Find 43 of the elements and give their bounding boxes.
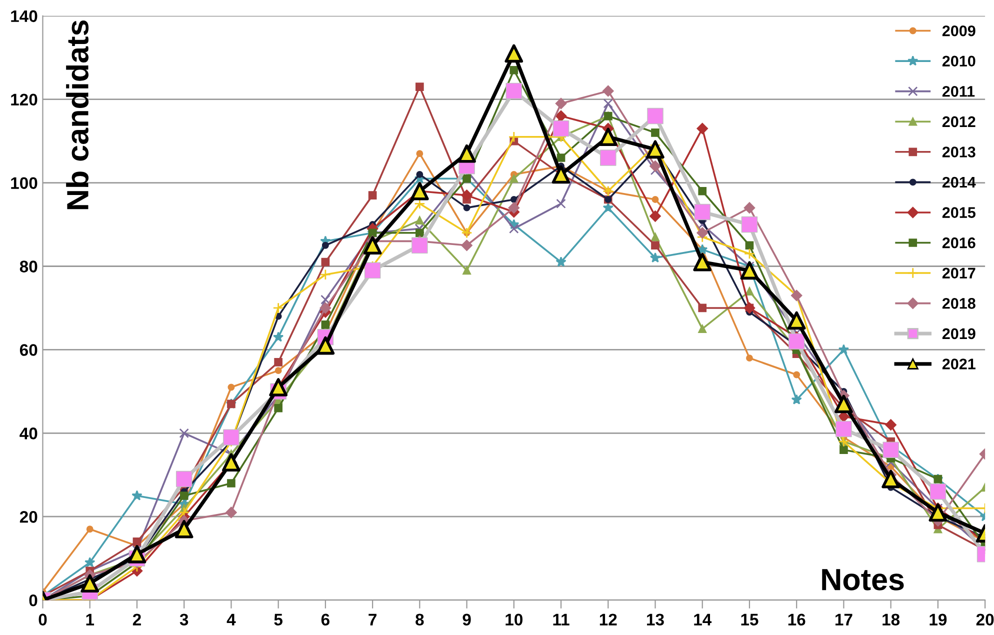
legend-label: 2014 bbox=[942, 176, 976, 188]
legend-label: 2013 bbox=[942, 146, 976, 158]
legend-label: 2018 bbox=[942, 298, 976, 309]
x-tick-label: 13 bbox=[647, 614, 664, 626]
y-tick-label: 140 bbox=[11, 10, 38, 22]
x-tick-label: 20 bbox=[976, 614, 994, 626]
legend-label: 2015 bbox=[942, 207, 976, 218]
legend-label: 2009 bbox=[942, 25, 976, 36]
x-tick-label: 14 bbox=[694, 614, 712, 626]
x-tick-label: 0 bbox=[38, 614, 47, 626]
legend-label: 2019 bbox=[942, 328, 976, 340]
x-tick-label: 17 bbox=[835, 614, 852, 626]
y-tick-label: 20 bbox=[20, 511, 38, 523]
legend-label: 2010 bbox=[942, 56, 976, 67]
x-tick-label: 4 bbox=[226, 614, 236, 626]
x-tick-label: 1 bbox=[86, 614, 94, 626]
x-tick-label: 8 bbox=[416, 614, 424, 626]
y-tick-label: 80 bbox=[20, 260, 38, 272]
x-tick-label: 3 bbox=[180, 614, 188, 626]
legend-label: 2012 bbox=[942, 116, 976, 128]
x-tick-label: 15 bbox=[741, 614, 758, 626]
legend-label: 2011 bbox=[942, 86, 975, 97]
x-tick-label: 18 bbox=[882, 614, 900, 626]
x-tick-label: 11 bbox=[553, 614, 570, 626]
x-tick-label: 6 bbox=[321, 614, 330, 626]
legend-label: 2016 bbox=[942, 237, 976, 248]
y-tick-label: 40 bbox=[20, 428, 38, 440]
x-tick-label: 19 bbox=[930, 614, 947, 626]
x-tick-label: 12 bbox=[600, 614, 617, 626]
legend-label: 2021 bbox=[942, 358, 976, 370]
y-tick-label: 0 bbox=[29, 594, 38, 606]
legend-label: 2017 bbox=[942, 268, 976, 279]
x-axis-title: Notes bbox=[822, 569, 904, 590]
x-tick-label: 5 bbox=[274, 614, 282, 626]
x-tick-label: 7 bbox=[368, 614, 376, 626]
y-tick-label: 60 bbox=[20, 344, 38, 356]
y-axis-title: Nb candidats bbox=[66, 20, 89, 210]
x-tick-label: 10 bbox=[506, 614, 522, 626]
x-tick-label: 9 bbox=[462, 614, 471, 626]
y-tick-label: 100 bbox=[11, 177, 38, 189]
x-tick-label: 2 bbox=[132, 614, 141, 626]
x-tick-label: 16 bbox=[788, 614, 806, 626]
y-tick-label: 120 bbox=[11, 94, 38, 106]
